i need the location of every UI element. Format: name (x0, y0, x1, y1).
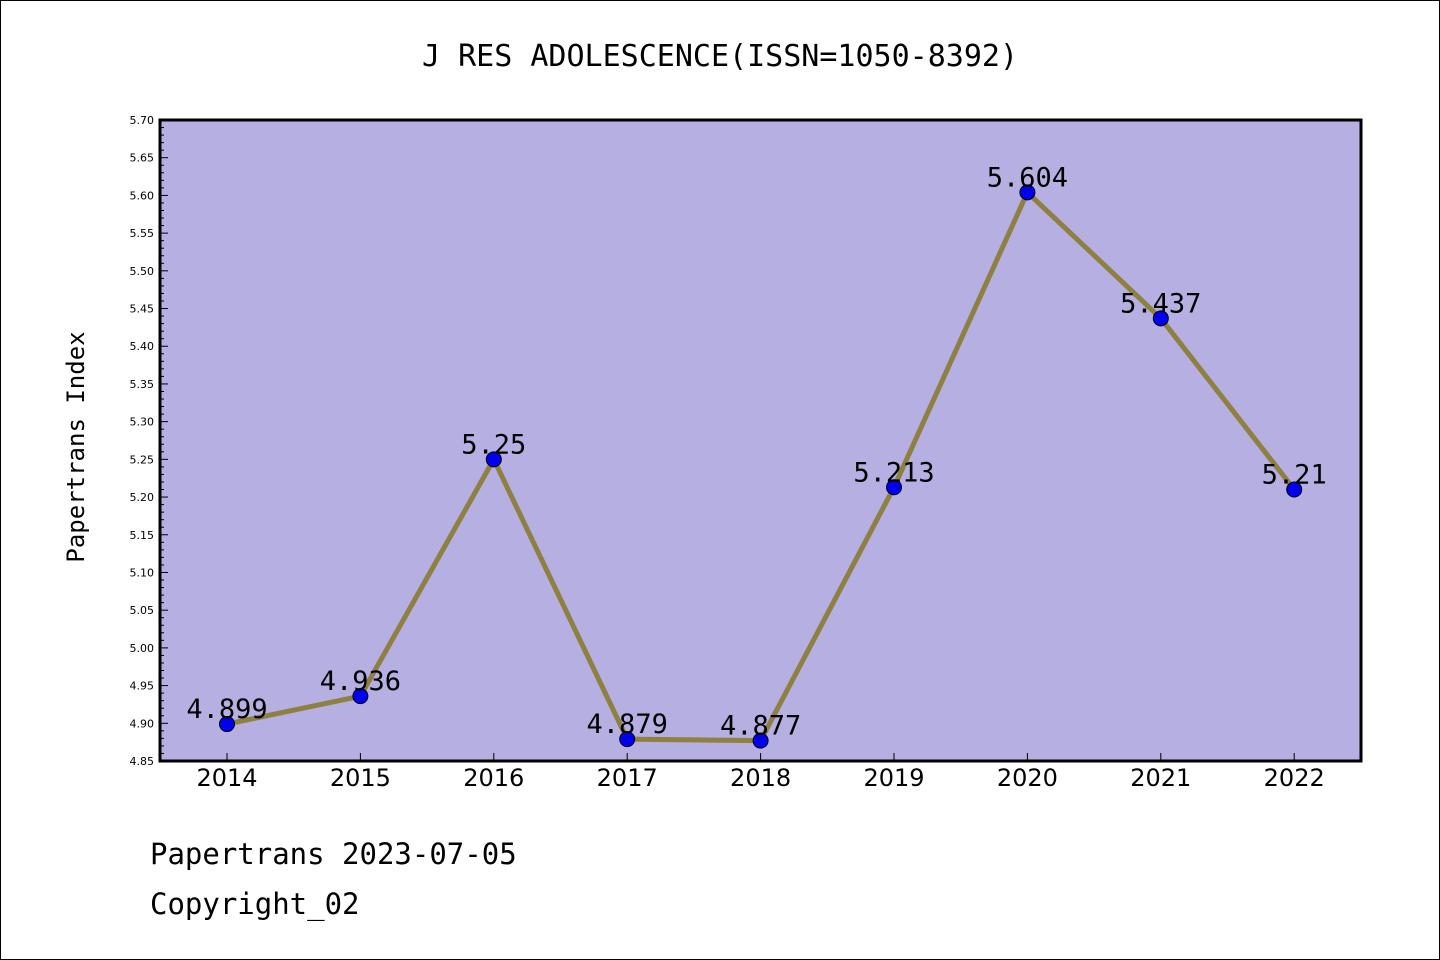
data-label: 5.21 (1262, 460, 1327, 491)
data-point (1286, 481, 1303, 498)
chart-title: J RES ADOLESCENCE(ISSN=1050-8392) (422, 39, 1018, 74)
data-point (1019, 184, 1036, 201)
y-tick-label: 5.45 (130, 303, 155, 316)
data-label: 4.899 (186, 694, 267, 725)
y-tick-label: 5.20 (130, 491, 155, 504)
data-label: 5.437 (1120, 288, 1201, 319)
y-tick-label: 5.10 (130, 566, 155, 579)
y-tick-label: 5.60 (130, 189, 155, 202)
data-label: 4.877 (720, 711, 801, 742)
plot-background (160, 120, 1361, 761)
y-tick-label: 5.55 (130, 227, 155, 240)
y-tick-label: 5.05 (130, 604, 155, 617)
data-point (752, 732, 769, 749)
y-tick-label: 5.25 (130, 453, 155, 466)
data-label: 5.213 (853, 457, 934, 488)
y-tick-label: 5.30 (130, 416, 155, 429)
y-tick-label: 5.15 (130, 529, 155, 542)
x-tick-label: 2020 (997, 764, 1058, 792)
plot-area: 4.85 4.90 4.95 5.00 5.05 5.10 5.15 5.20 5.25 5.30… (130, 114, 1363, 792)
data-label: 5.25 (461, 429, 526, 460)
data-point (352, 688, 369, 705)
x-tick-label: 2014 (196, 764, 257, 792)
data-point (485, 451, 502, 468)
y-axis-label: Papertrans Index (62, 331, 90, 562)
x-tick-label: 2022 (1264, 764, 1325, 792)
data-label: 5.604 (987, 162, 1068, 193)
plot-border (158, 118, 1363, 763)
y-tick-label: 4.95 (130, 680, 155, 693)
x-tick-label: 2015 (330, 764, 391, 792)
x-tick-label: 2016 (463, 764, 524, 792)
y-tick-label: 5.35 (130, 378, 155, 391)
x-tick-label: 2018 (730, 764, 791, 792)
y-tick-label: 5.00 (130, 642, 155, 655)
data-point (886, 479, 902, 496)
y-tick-label: 5.40 (130, 340, 155, 353)
y-tick-label: 5.65 (130, 152, 155, 165)
y-tick-label: 4.85 (130, 755, 155, 768)
x-tick-label: 2021 (1130, 764, 1191, 792)
y-tick-label: 5.50 (130, 265, 155, 278)
data-label: 4.936 (320, 666, 401, 697)
data-point (619, 731, 636, 748)
x-tick-label: 2019 (863, 764, 924, 792)
footer-date: Papertrans 2023-07-05 (150, 837, 517, 871)
y-tick-label: 4.90 (130, 717, 155, 730)
data-point (219, 716, 235, 733)
footer-copyright: Copyright_02 (150, 887, 360, 922)
x-tick-label: 2017 (597, 764, 658, 792)
y-tick-label: 5.70 (130, 114, 155, 127)
data-point (1152, 310, 1169, 327)
data-label: 4.879 (587, 709, 668, 740)
